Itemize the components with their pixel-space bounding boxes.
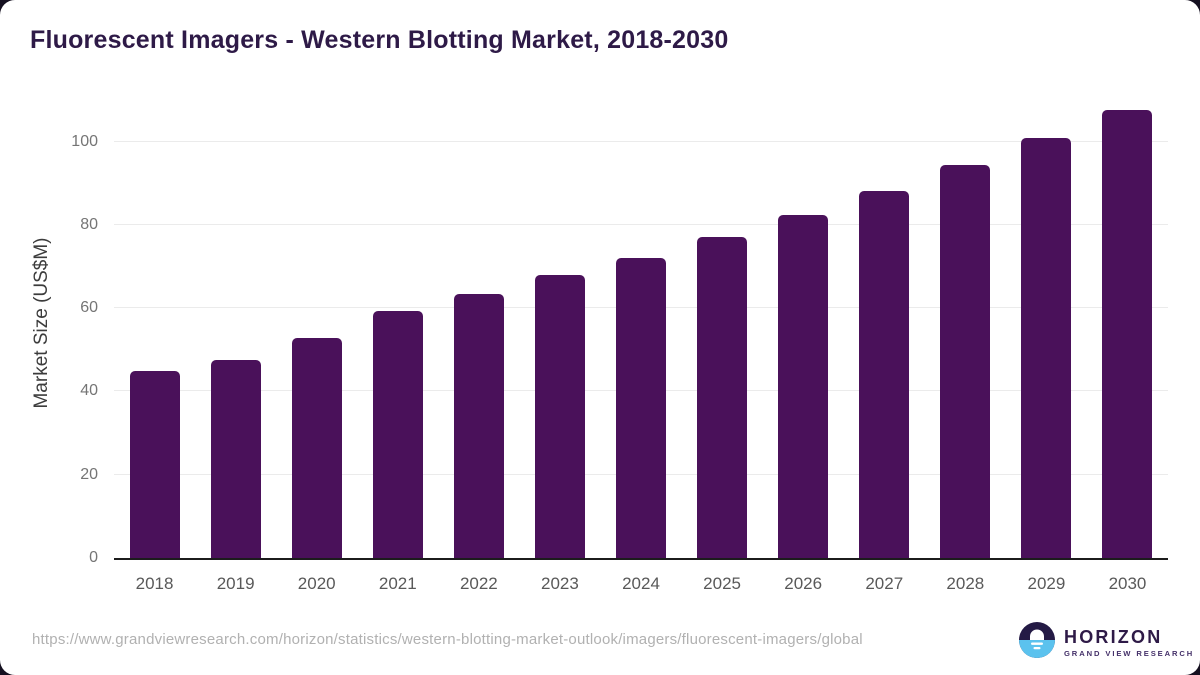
bar-2023 — [534, 275, 585, 558]
x-label-2023: 2023 — [541, 574, 579, 593]
plot-area — [114, 100, 1168, 560]
x-label-2021: 2021 — [378, 574, 417, 593]
gridline-100 — [114, 140, 1168, 142]
bar-2018 — [129, 370, 180, 558]
bar-slot-2027 — [844, 100, 925, 558]
x-label-2019: 2019 — [216, 574, 255, 593]
bar-2026 — [778, 214, 829, 558]
logo-subtitle: GRAND VIEW RESEARCH — [1064, 648, 1195, 658]
horizon-logo: HORIZON GRAND VIEW RESEARCH — [1019, 622, 1194, 663]
horizon-logo-icon — [1019, 622, 1055, 663]
bar-slot-2020 — [276, 100, 357, 558]
y-tick-100: 100 — [71, 132, 98, 150]
bar-slot-2021 — [357, 100, 438, 558]
bar-slot-2025 — [682, 100, 763, 558]
logo-text: HORIZON GRAND VIEW RESEARCH — [1064, 626, 1195, 658]
x-label-2030: 2030 — [1108, 574, 1147, 593]
bar-slot-2018 — [114, 100, 195, 558]
bar-slot-2023 — [519, 100, 600, 558]
y-tick-20: 20 — [80, 465, 98, 483]
y-tick-80: 80 — [80, 215, 98, 233]
bar-slot-2019 — [195, 100, 276, 558]
x-label-2027: 2027 — [865, 574, 904, 593]
bar-2024 — [616, 257, 666, 558]
bars-row — [114, 100, 1168, 558]
y-tick-0: 0 — [89, 549, 98, 566]
bar-2027 — [859, 190, 910, 558]
y-axis-ticks: 0 20 40 60 80 100 — [0, 100, 98, 566]
bar-2021 — [372, 311, 423, 558]
bar-slot-2030 — [1087, 100, 1168, 558]
x-label-2024: 2024 — [622, 574, 660, 593]
x-axis-labels: 2018 2019 2020 2021 2022 2023 2024 2025 2026 2027… — [114, 571, 1168, 597]
bar-2019 — [210, 359, 261, 558]
x-label-2018: 2018 — [135, 574, 174, 593]
bar-2025 — [697, 236, 748, 558]
x-label-2025: 2025 — [703, 574, 741, 593]
bar-2028 — [940, 165, 991, 558]
y-tick-60: 60 — [80, 299, 98, 317]
source-url: https://www.grandviewresearch.com/horizo… — [32, 631, 863, 648]
x-label-2020: 2020 — [297, 574, 336, 593]
bar-slot-2022 — [438, 100, 519, 558]
x-label-2022: 2022 — [459, 574, 498, 593]
x-label-2026: 2026 — [784, 574, 823, 593]
bar-slot-2029 — [1006, 100, 1087, 558]
gridline-80 — [114, 223, 1168, 225]
x-label-2028: 2028 — [946, 574, 985, 593]
logo-name: HORIZON — [1064, 626, 1163, 647]
y-tick-40: 40 — [80, 382, 98, 400]
bar-slot-2026 — [763, 100, 844, 558]
bar-slot-2024 — [600, 100, 681, 558]
bar-2030 — [1102, 110, 1153, 558]
bar-2022 — [453, 294, 504, 558]
bar-2020 — [291, 337, 342, 558]
bar-2029 — [1021, 138, 1072, 558]
chart-title: Fluorescent Imagers - Western Blotting M… — [30, 26, 729, 54]
bar-slot-2028 — [925, 100, 1006, 558]
x-label-2029: 2029 — [1027, 574, 1066, 593]
